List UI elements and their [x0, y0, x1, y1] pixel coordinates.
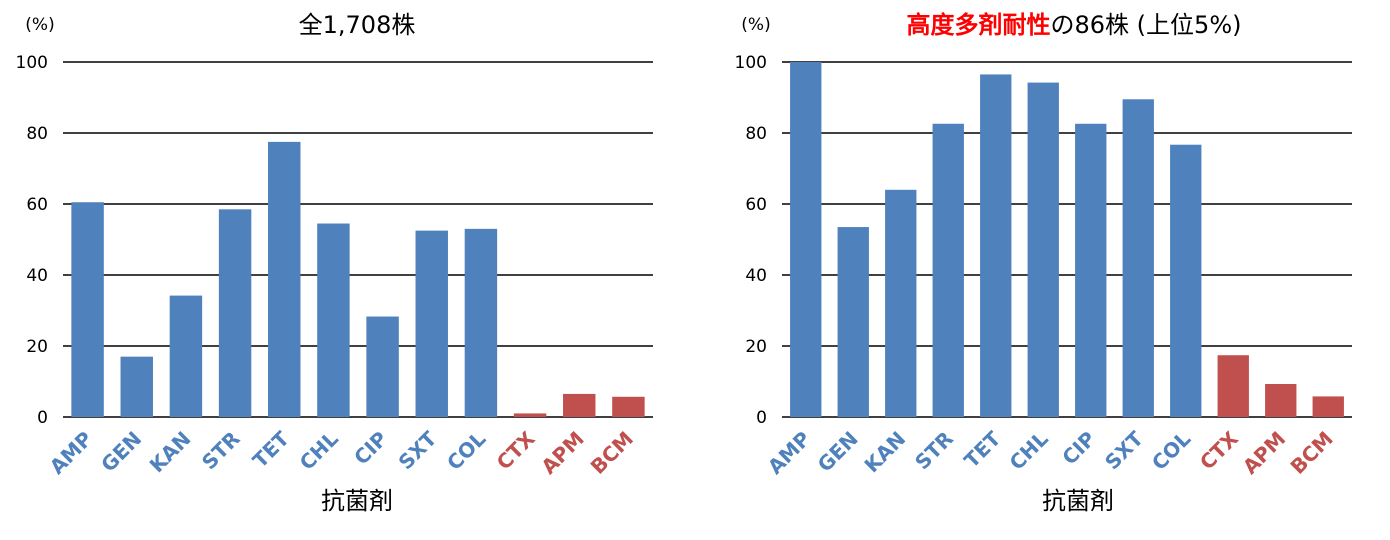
y-tick-label: 100 — [16, 53, 48, 73]
bar-amp — [71, 202, 104, 417]
bar-sxt — [415, 230, 448, 417]
bar-cip — [1075, 123, 1107, 418]
y-tick-label: 60 — [745, 195, 767, 215]
y-tick-label: 20 — [26, 337, 48, 357]
x-tick-label-col: COL — [1147, 426, 1196, 475]
x-tick-label-chl: CHL — [1005, 426, 1053, 474]
bar-cip — [366, 316, 399, 417]
bar-col — [464, 228, 498, 417]
bar-kan — [169, 295, 203, 417]
bar-amp — [790, 62, 822, 417]
y-axis-unit-label: (%) — [741, 15, 770, 35]
y-tick-label: 40 — [745, 266, 767, 286]
x-tick-label-chl: CHL — [295, 426, 343, 474]
x-tick-label-ctx: CTX — [1195, 426, 1243, 474]
chart-title-part-0: 高度多剤耐性 — [907, 11, 1051, 39]
bar-bcm — [1312, 396, 1344, 417]
x-tick-label-tet: TET — [959, 426, 1005, 472]
x-tick-label-tet: TET — [248, 426, 294, 472]
chart-title-part-1: の86株 (上位5%) — [1051, 11, 1242, 39]
bar-str — [932, 123, 964, 418]
bar-chl — [317, 223, 350, 417]
x-axis-label: 抗菌剤 — [321, 487, 393, 515]
y-axis-unit-label: (%) — [25, 15, 54, 35]
bar-gen — [837, 227, 869, 417]
x-tick-label-apm: APM — [536, 427, 588, 479]
x-tick-label-apm: APM — [1238, 427, 1290, 479]
bar-sxt — [1122, 99, 1154, 418]
y-tick-label: 60 — [26, 195, 48, 215]
y-tick-label: 100 — [735, 53, 767, 73]
chart-title: 高度多剤耐性の86株 (上位5%) — [907, 11, 1242, 39]
chart-title: 全1,708株 — [299, 11, 416, 39]
x-tick-label-str: STR — [197, 427, 245, 475]
x-axis-label: 抗菌剤 — [1042, 487, 1114, 515]
y-tick-label: 0 — [37, 408, 48, 428]
bar-apm — [563, 393, 596, 417]
chart-panel-all-strains: 全1,708株 (%) 0 20 40 60 80 100 AMP GEN KAN STR TET CHL… — [16, 11, 653, 515]
x-tick-label-kan: KAN — [145, 427, 196, 478]
y-tick-label: 0 — [756, 408, 767, 428]
chart-svg-highly-resistant: 高度多剤耐性の86株 (上位5%) (%) 0 20 40 60 80 100 AMPGENKA… — [735, 11, 1352, 515]
bar-ctx — [513, 413, 547, 417]
x-tick-label-amp: AMP — [763, 427, 815, 479]
x-tick-label-amp: AMP — [45, 427, 97, 479]
bar-tet — [268, 141, 301, 417]
y-tick-label: 80 — [26, 124, 48, 144]
x-tick-label-cip: CIP — [1057, 427, 1100, 470]
x-tick-label-gen: GEN — [96, 427, 146, 477]
bar-apm — [1265, 383, 1297, 417]
x-tick-label-col: COL — [442, 426, 491, 475]
x-tick-label-kan: KAN — [860, 427, 911, 478]
x-tick-label-sxt: SXT — [394, 426, 442, 474]
x-tick-label-str: STR — [910, 427, 958, 475]
y-tick-label: 20 — [745, 337, 767, 357]
x-tick-label-cip: CIP — [349, 427, 392, 470]
x-tick-label-bcm: BCM — [586, 427, 638, 479]
x-tick-label-gen: GEN — [813, 427, 863, 477]
bar-col — [1170, 144, 1202, 417]
y-tick-label: 80 — [745, 124, 767, 144]
bar-kan — [885, 189, 917, 417]
bar-bcm — [612, 396, 645, 417]
bar-tet — [980, 74, 1012, 418]
x-tick-label-bcm: BCM — [1286, 427, 1338, 479]
bar-chl — [1027, 82, 1059, 417]
chart-panel-highly-resistant: 高度多剤耐性の86株 (上位5%) (%) 0 20 40 60 80 100 AMP GEN KA… — [700, 0, 1390, 540]
x-tick-label-sxt: SXT — [1100, 426, 1148, 474]
x-tick-label-ctx: CTX — [492, 426, 540, 474]
y-tick-label: 40 — [26, 266, 48, 286]
bar-str — [218, 209, 252, 417]
bar-gen — [120, 356, 153, 417]
bar-ctx — [1217, 355, 1249, 417]
